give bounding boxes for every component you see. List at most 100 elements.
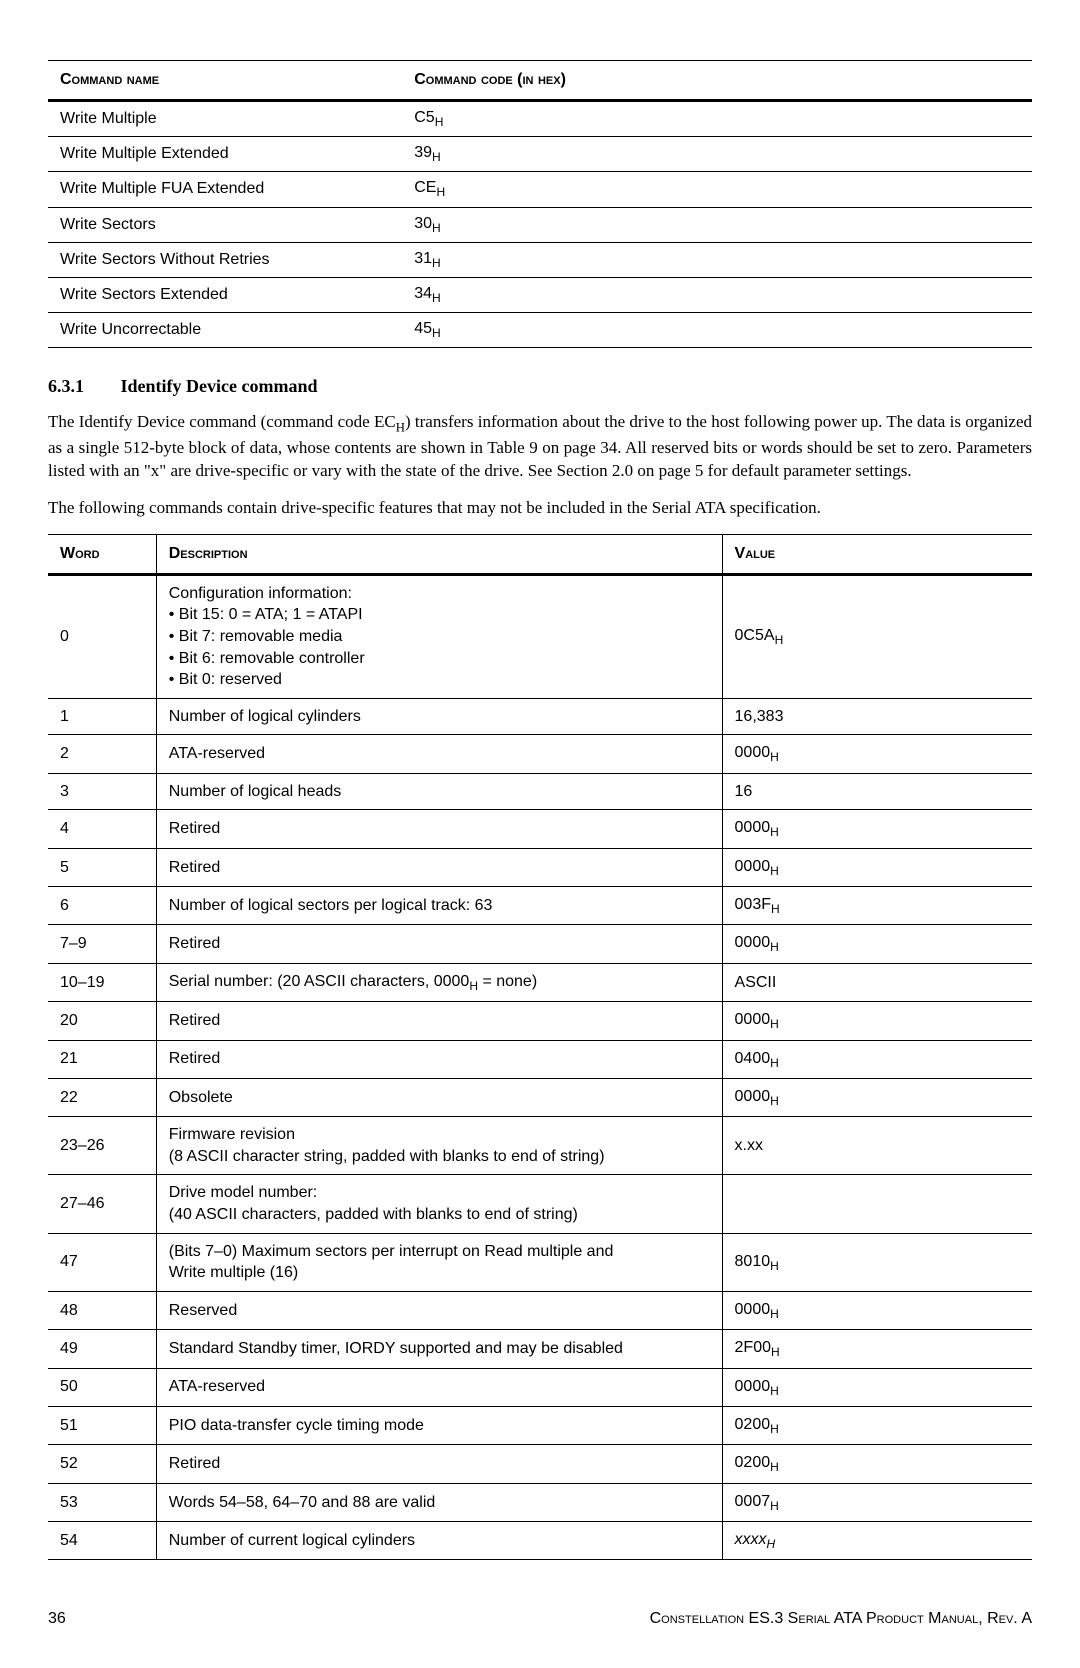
word-cell: 20 [48,1002,156,1040]
description-cell: Retired [156,1445,722,1483]
word-table-row: 54Number of current logical cylindersxxx… [48,1522,1032,1560]
command-name-cell: Write Sectors Without Retries [48,242,402,277]
word-cell: 48 [48,1291,156,1329]
word-table-row: 5Retired0000H [48,848,1032,886]
value-cell: 0200H [722,1406,1032,1444]
description-cell: Number of logical heads [156,773,722,810]
word-cell: 7–9 [48,925,156,963]
footer-title: Constellation ES.3 Serial ATA Product Ma… [650,1610,1032,1628]
command-name-cell: Write Multiple Extended [48,137,402,172]
word-table-row: 50ATA-reserved0000H [48,1368,1032,1406]
word-table-row: 53Words 54–58, 64–70 and 88 are valid000… [48,1483,1032,1521]
value-cell: 0400H [722,1040,1032,1078]
description-cell: Retired [156,925,722,963]
value-cell: 16,383 [722,698,1032,735]
page-number: 36 [48,1610,66,1628]
word-table-row: 49Standard Standby timer, IORDY supporte… [48,1330,1032,1368]
command-name-cell: Write Multiple [48,101,402,137]
word-table-row: 27–46Drive model number:(40 ASCII charac… [48,1175,1032,1233]
word-cell: 0 [48,574,156,698]
word-cell: 50 [48,1368,156,1406]
value-cell: 0000H [722,735,1032,773]
description-cell: Serial number: (20 ASCII characters, 000… [156,963,722,1001]
word-cell: 47 [48,1233,156,1291]
word-cell: 49 [48,1330,156,1368]
word-cell: 23–26 [48,1117,156,1175]
word-cell: 21 [48,1040,156,1078]
word-cell: 53 [48,1483,156,1521]
para1-pre: The Identify Device command (command cod… [48,412,396,431]
command-code-cell: 39H [402,137,1032,172]
value-cell: 0000H [722,1291,1032,1329]
command-code-cell: 30H [402,207,1032,242]
word-table-row: 51PIO data-transfer cycle timing mode020… [48,1406,1032,1444]
word-cell: 22 [48,1078,156,1116]
word-table-row: 2ATA-reserved0000H [48,735,1032,773]
command-code-header: Command code (in hex) [402,61,1032,101]
paragraph-1: The Identify Device command (command cod… [48,411,1032,482]
command-table-row: Write Sectors30H [48,207,1032,242]
description-cell: Drive model number:(40 ASCII characters,… [156,1175,722,1233]
word-table-row: 6Number of logical sectors per logical t… [48,887,1032,925]
description-cell: Standard Standby timer, IORDY supported … [156,1330,722,1368]
word-cell: 3 [48,773,156,810]
description-cell: (Bits 7–0) Maximum sectors per interrupt… [156,1233,722,1291]
description-cell: Number of current logical cylinders [156,1522,722,1560]
word-cell: 5 [48,848,156,886]
word-cell: 52 [48,1445,156,1483]
description-cell: Retired [156,848,722,886]
description-cell: Words 54–58, 64–70 and 88 are valid [156,1483,722,1521]
value-cell: 0000H [722,1368,1032,1406]
word-table-row: 3Number of logical heads16 [48,773,1032,810]
command-table-row: Write Uncorrectable45H [48,313,1032,348]
value-cell: 2F00H [722,1330,1032,1368]
word-table-row: 7–9Retired0000H [48,925,1032,963]
paragraph-2: The following commands contain drive-spe… [48,497,1032,520]
word-table: Word Description Value 0Configuration in… [48,534,1032,1561]
para1-sub: H [396,421,405,435]
word-cell: 54 [48,1522,156,1560]
value-header: Value [722,534,1032,574]
value-cell: 0000H [722,848,1032,886]
word-cell: 51 [48,1406,156,1444]
word-table-row: 21Retired0400H [48,1040,1032,1078]
word-table-row: 23–26Firmware revision(8 ASCII character… [48,1117,1032,1175]
word-table-row: 52Retired0200H [48,1445,1032,1483]
value-cell: x.xx [722,1117,1032,1175]
value-cell [722,1175,1032,1233]
word-table-row: 20Retired0000H [48,1002,1032,1040]
description-cell: Configuration information:• Bit 15: 0 = … [156,574,722,698]
word-table-row: 10–19Serial number: (20 ASCII characters… [48,963,1032,1001]
word-table-row: 47(Bits 7–0) Maximum sectors per interru… [48,1233,1032,1291]
value-cell: 0200H [722,1445,1032,1483]
description-cell: Obsolete [156,1078,722,1116]
desc-header: Description [156,534,722,574]
value-cell: 0C5AH [722,574,1032,698]
word-cell: 27–46 [48,1175,156,1233]
command-code-cell: 34H [402,277,1032,312]
description-cell: ATA-reserved [156,735,722,773]
command-code-cell: 45H [402,313,1032,348]
command-table-row: Write Sectors Extended34H [48,277,1032,312]
command-name-cell: Write Multiple FUA Extended [48,172,402,207]
command-name-cell: Write Uncorrectable [48,313,402,348]
word-table-row: 22Obsolete0000H [48,1078,1032,1116]
value-cell: xxxxH [722,1522,1032,1560]
command-table-header-row: Command name Command code (in hex) [48,61,1032,101]
value-cell: 0007H [722,1483,1032,1521]
page-footer: 36 Constellation ES.3 Serial ATA Product… [48,1610,1032,1628]
word-table-header-row: Word Description Value [48,534,1032,574]
description-cell: Number of logical sectors per logical tr… [156,887,722,925]
command-name-cell: Write Sectors [48,207,402,242]
value-cell: 0000H [722,925,1032,963]
value-cell: 0000H [722,1002,1032,1040]
value-cell: ASCII [722,963,1032,1001]
word-cell: 6 [48,887,156,925]
description-cell: Retired [156,1040,722,1078]
command-code-cell: CEH [402,172,1032,207]
command-table-row: Write Sectors Without Retries31H [48,242,1032,277]
command-table: Command name Command code (in hex) Write… [48,60,1032,348]
word-table-row: 4Retired0000H [48,810,1032,848]
command-code-cell: 31H [402,242,1032,277]
value-cell: 0000H [722,1078,1032,1116]
